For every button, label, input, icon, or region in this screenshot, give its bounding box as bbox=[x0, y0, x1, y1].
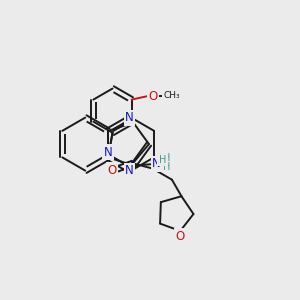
Text: N: N bbox=[125, 111, 134, 124]
Text: H: H bbox=[163, 162, 171, 172]
Text: CH₃: CH₃ bbox=[163, 91, 180, 100]
Text: O: O bbox=[175, 230, 184, 243]
Text: O: O bbox=[148, 90, 158, 103]
Text: H: H bbox=[163, 153, 171, 163]
Text: N: N bbox=[104, 146, 112, 159]
Text: O: O bbox=[108, 164, 117, 177]
Text: N: N bbox=[152, 157, 161, 170]
Text: H: H bbox=[159, 155, 166, 165]
Text: N: N bbox=[156, 154, 165, 167]
Text: N: N bbox=[125, 164, 134, 177]
